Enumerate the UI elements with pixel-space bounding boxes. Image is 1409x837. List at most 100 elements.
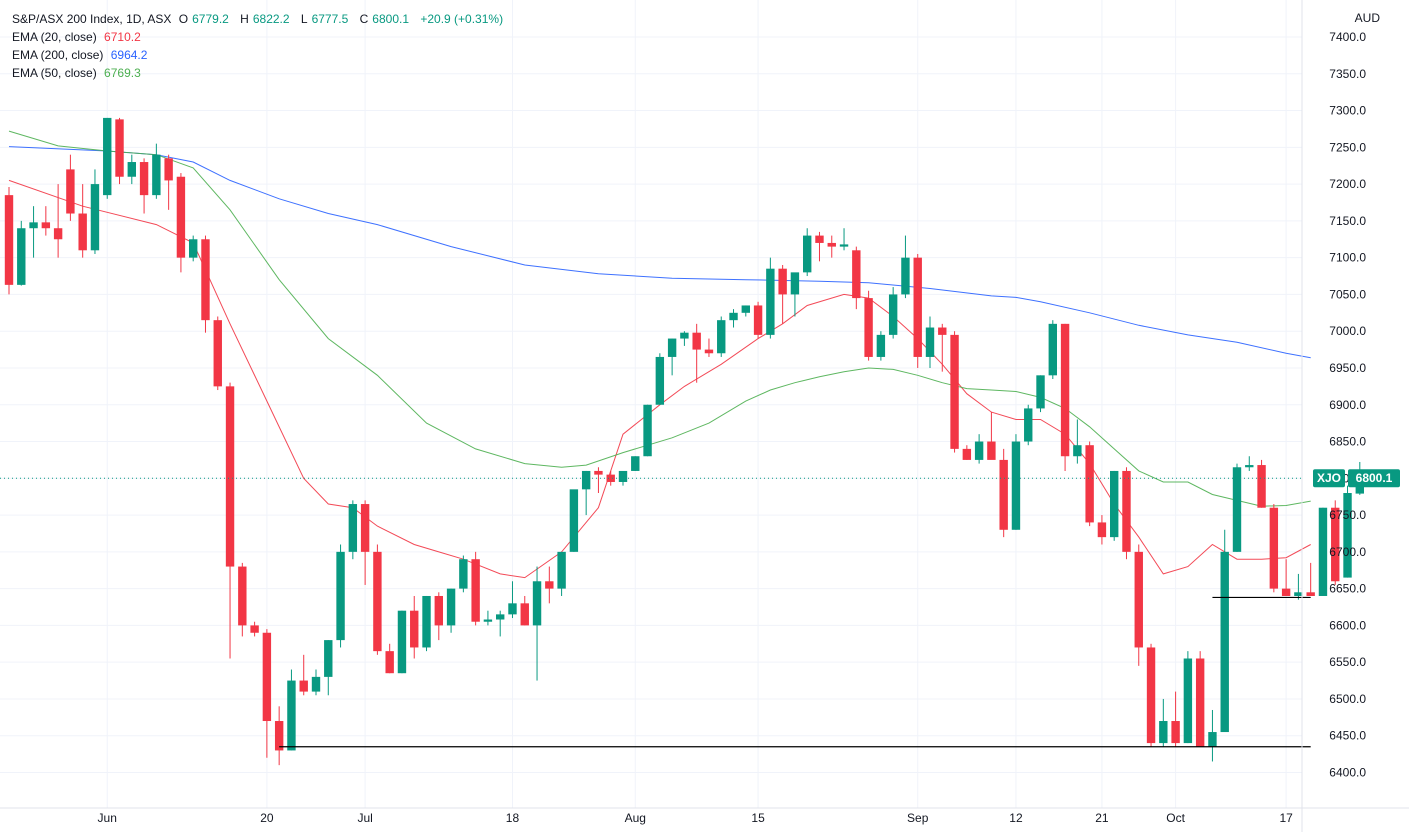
candle-body (41, 222, 51, 229)
candle-body (1257, 465, 1266, 508)
candle (1195, 651, 1205, 747)
candle (974, 434, 984, 464)
candle-body (53, 228, 63, 240)
candle (434, 592, 443, 641)
candle (1232, 463, 1242, 552)
candle (594, 467, 603, 494)
candle (717, 316, 726, 357)
candle (103, 117, 112, 199)
candle (446, 588, 456, 633)
candle-body (987, 441, 996, 460)
support-lines (0, 477, 1311, 748)
candle-body (1134, 551, 1143, 648)
y-tick-label: 7400.0 (1329, 30, 1366, 44)
candle (66, 154, 75, 221)
candle (483, 610, 493, 626)
high-value: 6822.2 (252, 12, 290, 26)
x-tick-label: Sep (907, 811, 929, 825)
candle-body (410, 610, 419, 648)
candle (1306, 562, 1315, 596)
high-label: H (240, 12, 249, 26)
candle-body (103, 117, 112, 196)
candle-body (827, 242, 836, 247)
candle (397, 610, 407, 674)
x-tick-label: 20 (260, 811, 274, 825)
candle-body (581, 470, 591, 490)
candle (1220, 529, 1229, 733)
y-tick-label: 7000.0 (1329, 324, 1366, 338)
candle (643, 404, 652, 457)
legend-ema50[interactable]: EMA (50, close) 6769.3 (12, 64, 507, 82)
close-label: C (359, 12, 369, 26)
candle-body (1281, 588, 1291, 596)
candle (1245, 456, 1254, 471)
candle-body (655, 356, 665, 405)
candle-body (1220, 551, 1229, 733)
candle-body (950, 334, 959, 449)
candle-body (496, 614, 505, 620)
last-price-badge (1348, 469, 1400, 488)
candle-body (311, 676, 321, 692)
ohlc-header: S&P/ASX 200 Index, 1D, ASX O 6779.2 H 6822… (12, 10, 507, 28)
candle (78, 184, 87, 258)
candle-body (741, 305, 750, 313)
candle (1073, 419, 1082, 464)
candle-body (90, 184, 100, 251)
candle (1183, 651, 1193, 744)
candle-body (115, 119, 124, 177)
candle (999, 448, 1008, 538)
candle-body (925, 327, 935, 357)
candle (1171, 691, 1180, 747)
legend-ema20[interactable]: EMA (20, close) 6710.2 (12, 28, 507, 46)
candle-body (29, 222, 38, 229)
candle-body (557, 551, 566, 589)
y-tick-label: 7100.0 (1329, 251, 1366, 265)
candle-body (373, 551, 382, 652)
candle (496, 610, 505, 637)
candle (987, 412, 996, 460)
candle (1343, 485, 1352, 578)
candle-body (803, 235, 812, 273)
candle (299, 654, 308, 696)
candle-body (790, 272, 800, 295)
symbol-badge (1313, 469, 1345, 488)
candle (545, 566, 554, 604)
candle-body (1245, 465, 1254, 468)
y-tick-label: 7300.0 (1329, 104, 1366, 118)
candle-body (262, 632, 272, 722)
candle (213, 316, 222, 391)
candle (1036, 375, 1045, 413)
candle-body (1306, 592, 1315, 596)
candle (471, 551, 480, 626)
candle (1024, 404, 1033, 446)
candle-body (888, 294, 898, 335)
candle (1110, 470, 1119, 541)
open-value: 6779.2 (192, 12, 229, 26)
candle-body (66, 169, 75, 214)
candle (17, 220, 26, 286)
candle (532, 566, 542, 681)
y-tick-label: 6400.0 (1329, 766, 1366, 780)
x-tick-label: 18 (506, 811, 520, 825)
legend-ema200[interactable]: EMA (200, close) 6964.2 (12, 46, 507, 64)
candle-body (606, 474, 615, 482)
y-tick-label: 6600.0 (1329, 618, 1366, 632)
candle (778, 265, 787, 324)
candle-body (778, 268, 787, 295)
candle (655, 353, 665, 405)
ema20-label: EMA (20, close) (12, 30, 97, 44)
y-tick-label: 6850.0 (1329, 435, 1366, 449)
candle (459, 555, 468, 593)
ema-line-1 (8, 146, 1311, 359)
candle (360, 500, 370, 585)
candle (1208, 709, 1217, 762)
candle (1122, 467, 1131, 560)
candle-body (176, 176, 186, 258)
y-tick-label: 7250.0 (1329, 140, 1366, 154)
candle (1294, 573, 1303, 600)
candle (753, 301, 763, 339)
change-value: +20.9 (+0.31%) (420, 12, 504, 26)
candle (618, 470, 628, 486)
